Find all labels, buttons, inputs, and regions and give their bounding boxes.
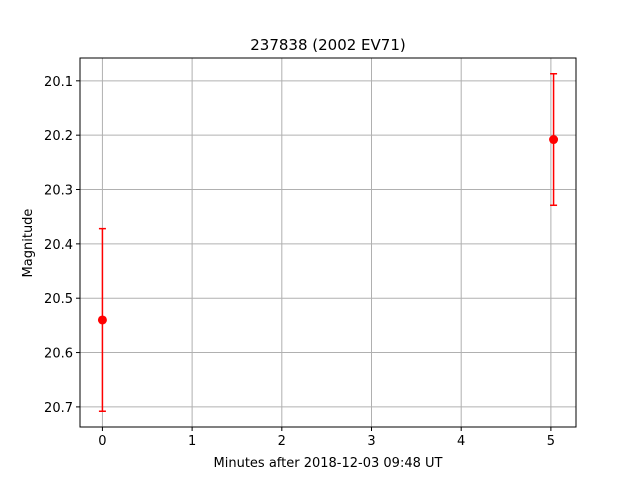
y-tick-label: 20.6 <box>44 347 73 362</box>
y-tick-label: 20.4 <box>44 238 73 253</box>
x-tick-label: 5 <box>547 434 555 449</box>
data-point <box>97 315 107 325</box>
y-axis-label: Magnitude <box>21 209 36 278</box>
y-tick-label: 20.7 <box>44 401 73 416</box>
x-tick-label: 1 <box>188 434 196 449</box>
y-tick-label: 20.1 <box>44 75 73 90</box>
x-axis-label: Minutes after 2018-12-03 09:48 UT <box>214 456 443 471</box>
y-tick-label: 20.2 <box>44 129 73 144</box>
y-tick-label: 20.5 <box>44 292 73 307</box>
data-layer <box>97 73 559 412</box>
x-tick-label: 3 <box>367 434 375 449</box>
x-tick-label: 0 <box>98 434 106 449</box>
grid <box>80 58 576 427</box>
x-tick-label: 4 <box>457 434 465 449</box>
chart-title: 237838 (2002 EV71) <box>250 36 406 54</box>
plot-frame <box>79 57 577 428</box>
data-point <box>549 135 559 145</box>
x-tick-label: 2 <box>278 434 286 449</box>
ticks: 0 1 2 3 4 5 20.1 20.2 20.3 20.4 20.5 20.6 20.7 <box>44 75 555 449</box>
y-tick-label: 20.3 <box>44 184 73 199</box>
